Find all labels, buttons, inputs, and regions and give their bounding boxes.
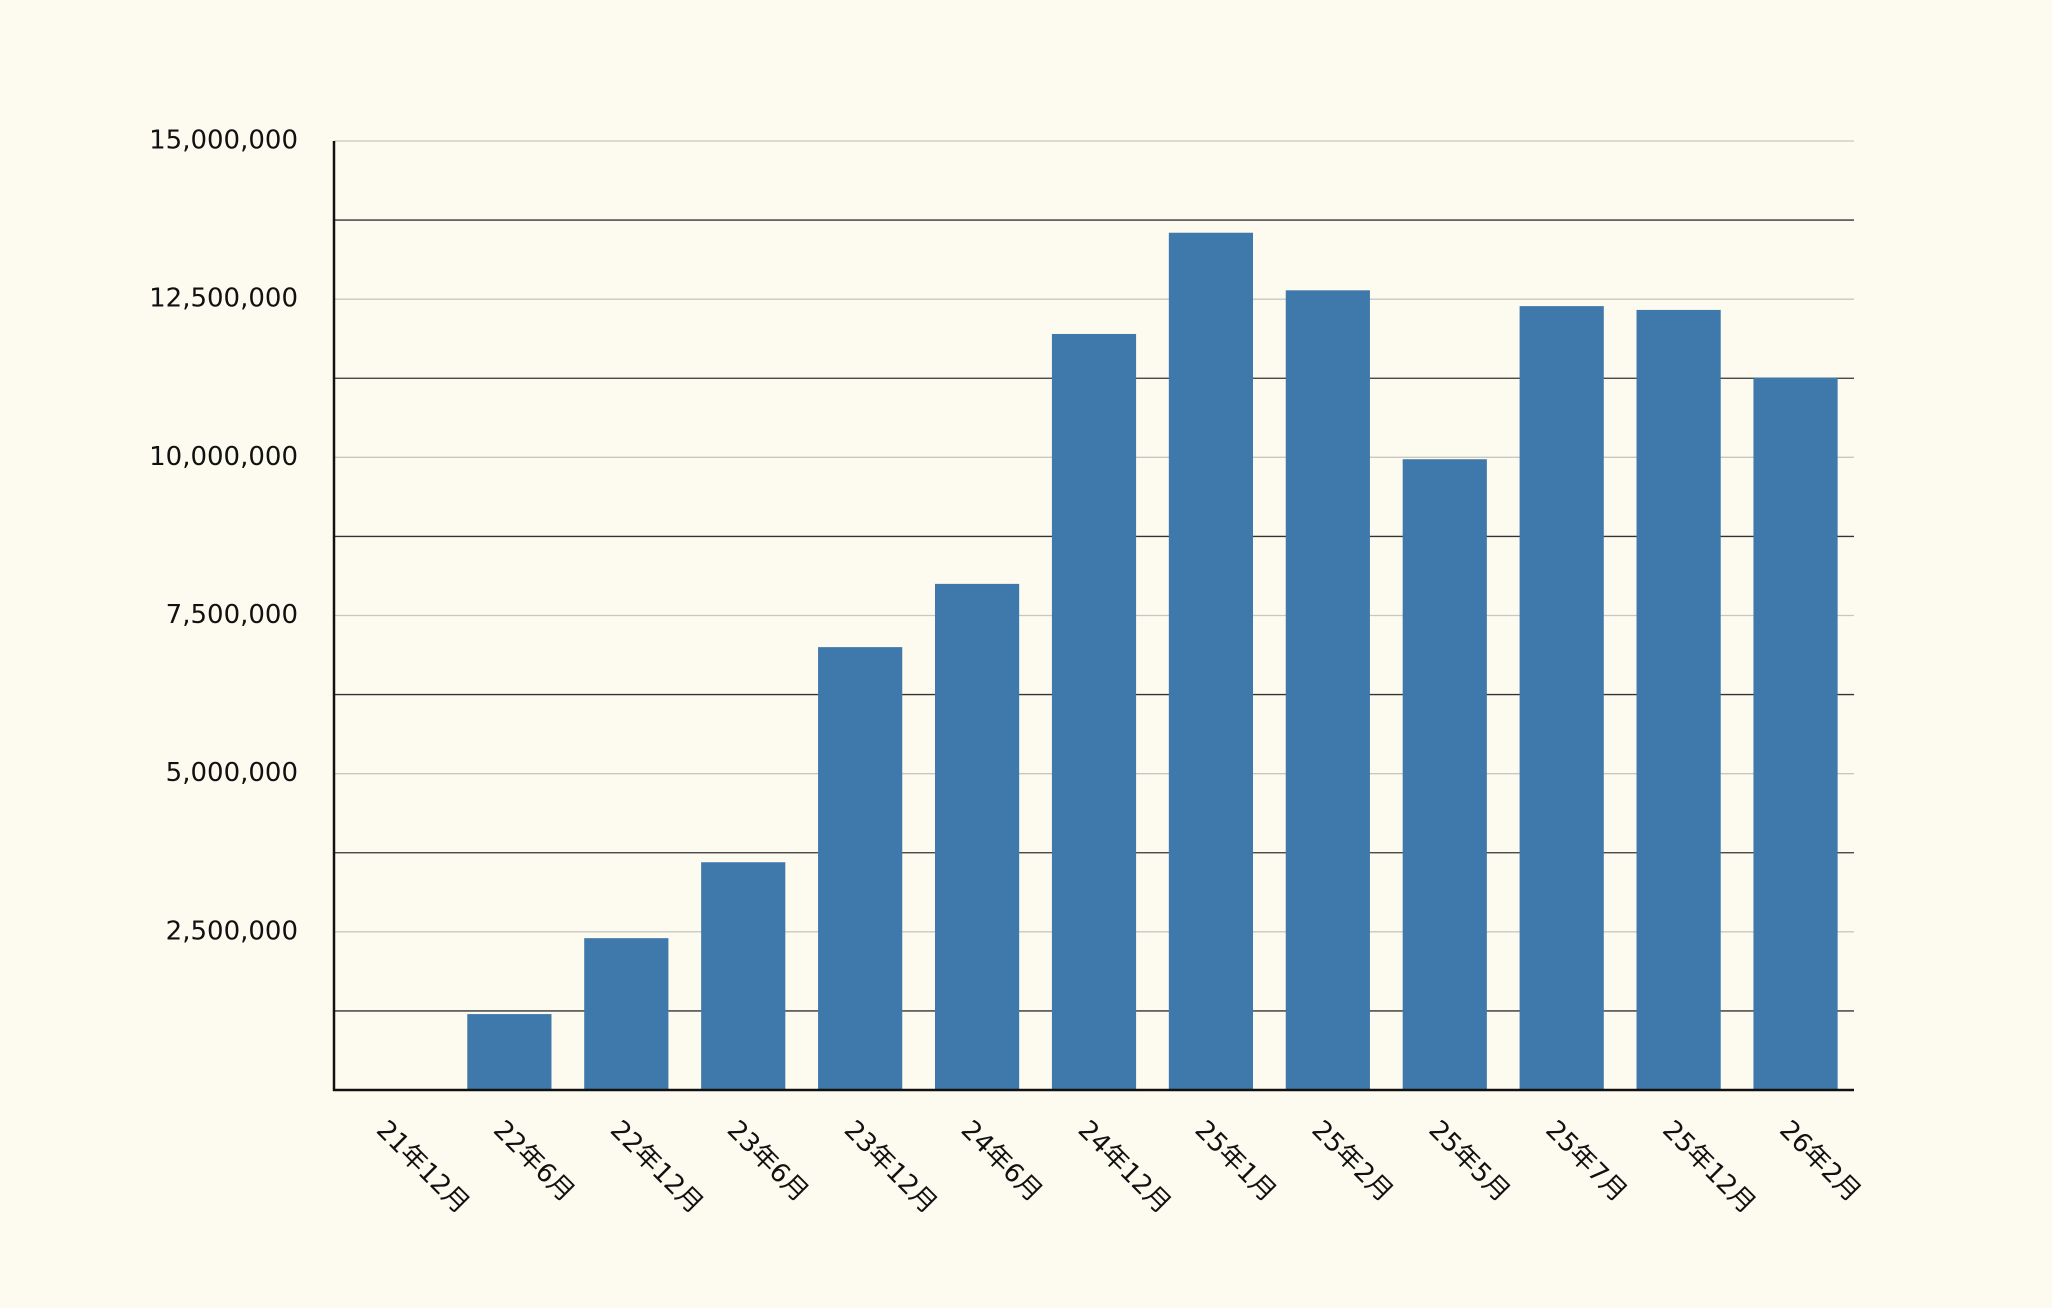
bar xyxy=(1753,377,1838,1091)
bar xyxy=(1519,306,1604,1091)
bar xyxy=(584,938,669,1090)
bar xyxy=(1168,232,1254,1090)
y-tick-label: 5,000,000 xyxy=(166,758,298,788)
y-tick-label: 15,000,000 xyxy=(149,126,298,156)
y-tick-label: 10,000,000 xyxy=(149,442,298,472)
y-tick-label: 2,500,000 xyxy=(166,916,298,946)
bar xyxy=(1051,333,1137,1090)
y-tick-label: 12,500,000 xyxy=(149,284,298,314)
bar xyxy=(1285,290,1370,1090)
bar xyxy=(701,862,786,1090)
y-tick-label: 7,500,000 xyxy=(166,600,298,630)
bar xyxy=(818,647,903,1090)
bar xyxy=(467,1014,552,1090)
bar xyxy=(934,583,1020,1090)
bar xyxy=(1402,459,1487,1090)
bar xyxy=(1636,309,1721,1090)
